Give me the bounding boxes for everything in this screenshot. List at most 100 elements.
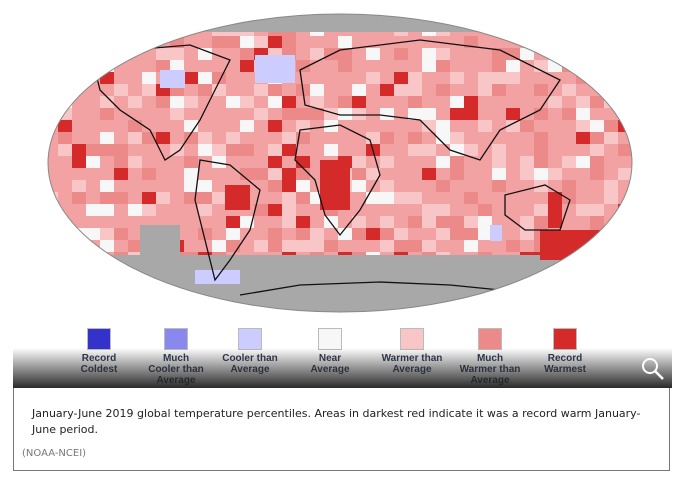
map-tile [366, 168, 380, 180]
map-tile [198, 192, 212, 204]
legend-swatch [164, 328, 188, 350]
map-tile [100, 180, 114, 192]
map-tile [100, 288, 114, 300]
map-tile [618, 24, 632, 36]
map-tile [520, 120, 534, 132]
map-tile [534, 204, 548, 216]
map-tile [604, 132, 618, 144]
map-tile [618, 108, 632, 120]
map-tile [506, 240, 520, 252]
map-tile [86, 276, 100, 288]
map-tile [58, 108, 72, 120]
map-tile [604, 240, 618, 252]
map-tile [268, 120, 282, 132]
map-tile [618, 240, 632, 252]
map-tile [226, 144, 240, 156]
map-tile [492, 180, 506, 192]
map-tile [366, 132, 380, 144]
map-tile [394, 240, 408, 252]
map-tile [48, 14, 632, 32]
africa [294, 124, 381, 237]
map-tile [408, 132, 422, 144]
map-tile [548, 192, 562, 204]
map-tile [142, 84, 156, 96]
map-tile [520, 156, 534, 168]
map-tile [590, 48, 604, 60]
map-tile [464, 108, 478, 120]
map-tile [184, 72, 198, 84]
map-tile [254, 168, 268, 180]
map-tile [380, 156, 394, 168]
map-tile [255, 55, 295, 83]
map-tile [540, 230, 600, 260]
map-tile [212, 84, 226, 96]
map-tile [170, 60, 184, 72]
map-tile [632, 60, 646, 72]
map-tile [604, 120, 618, 132]
map-tile [240, 96, 254, 108]
map-tile [478, 84, 492, 96]
map-tile [562, 288, 576, 300]
map-tile [184, 180, 198, 192]
map-tile [100, 228, 114, 240]
map-tile [520, 14, 534, 24]
map-tile [618, 48, 632, 60]
map-tile [226, 14, 240, 24]
map-tile [576, 288, 590, 300]
map-tile [604, 192, 618, 204]
map-tile [506, 288, 520, 300]
image-shade [13, 348, 672, 388]
map-tile [100, 240, 114, 252]
map-tile [520, 228, 534, 240]
map-tile [520, 168, 534, 180]
map-tile [464, 192, 478, 204]
map-tile [576, 132, 590, 144]
map-tile [548, 204, 562, 216]
map-tile [86, 228, 100, 240]
map-tile [100, 108, 114, 120]
zoom-icon[interactable] [640, 356, 666, 382]
map-tile [156, 132, 170, 144]
map-tile [450, 72, 464, 84]
map-tile [212, 240, 226, 252]
map-tile [282, 144, 296, 156]
map-tile [114, 144, 128, 156]
map-tile [268, 228, 282, 240]
map-tile [72, 156, 86, 168]
map-tile [492, 24, 506, 36]
map-tile [48, 108, 58, 120]
map-tile [268, 240, 282, 252]
map-tile [464, 240, 478, 252]
map-tile [184, 168, 198, 180]
map-tile [282, 240, 296, 252]
map-tile [632, 132, 646, 144]
map-tile [576, 108, 590, 120]
map-tile [268, 156, 282, 168]
map-tile [380, 240, 394, 252]
map-tile [492, 72, 506, 84]
map-tile [506, 120, 520, 132]
map-tile [160, 70, 185, 88]
map-tile [100, 132, 114, 144]
map-tile [338, 36, 352, 48]
map-tile [436, 120, 450, 132]
map-tile [380, 180, 394, 192]
map-tile [506, 108, 520, 120]
map-tile [450, 156, 464, 168]
map-tile [310, 228, 324, 240]
map-tile [100, 192, 114, 204]
map-tile [562, 156, 576, 168]
legend-swatch [87, 328, 111, 350]
map-tile [576, 24, 590, 36]
map-tile [72, 288, 86, 300]
map-tile [254, 240, 268, 252]
map-tile [408, 84, 422, 96]
map-tile [590, 168, 604, 180]
map-tile [590, 276, 604, 288]
map-tile [86, 264, 100, 276]
map-tile [534, 144, 548, 156]
map-tile [58, 120, 72, 132]
map-tile [268, 96, 282, 108]
map-tile [310, 48, 324, 60]
map-tile [48, 216, 58, 228]
